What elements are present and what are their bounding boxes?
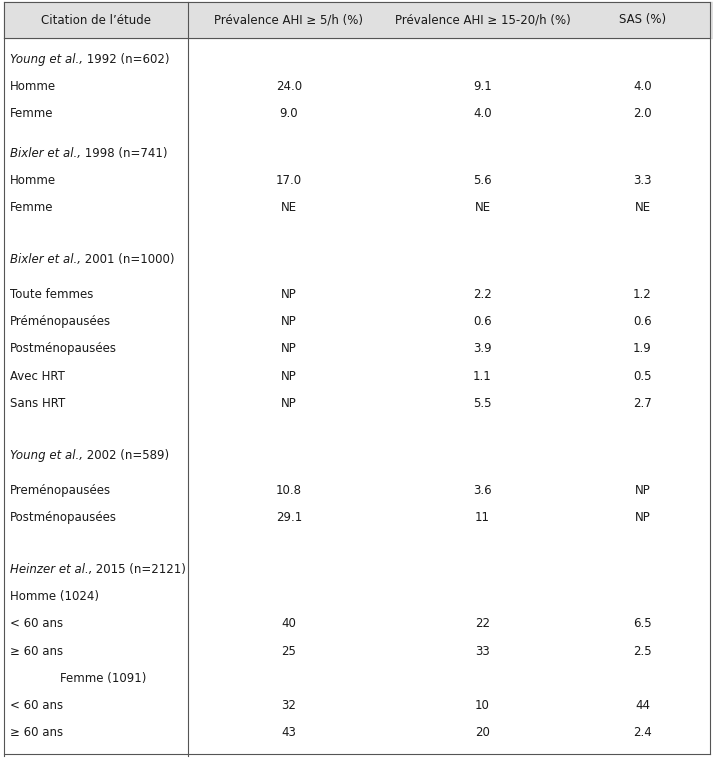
Text: Bixler et al.,: Bixler et al., [10, 147, 81, 160]
Text: 0.6: 0.6 [633, 315, 652, 328]
Text: NP: NP [281, 369, 297, 383]
Text: 1992 (n=602): 1992 (n=602) [83, 52, 170, 65]
Text: 33: 33 [475, 644, 490, 657]
Text: Préménopausées: Préménopausées [10, 315, 111, 328]
Text: < 60 ans: < 60 ans [10, 699, 63, 712]
Text: ≥ 60 ans: ≥ 60 ans [10, 727, 63, 739]
Text: 3.6: 3.6 [473, 483, 492, 496]
Text: 44: 44 [635, 699, 650, 712]
Bar [4, 2, 713, 38]
Text: 2.0: 2.0 [633, 107, 652, 120]
Text: 11: 11 [475, 511, 490, 524]
Text: Femme (1091): Femme (1091) [60, 672, 146, 685]
Text: Young et al.,: Young et al., [10, 449, 83, 462]
Text: 24.0: 24.0 [276, 80, 302, 93]
Text: 4.0: 4.0 [473, 107, 492, 120]
Text: 10: 10 [475, 699, 490, 712]
Text: NE: NE [635, 201, 650, 214]
Text: SAS (%): SAS (%) [619, 14, 666, 27]
Text: 1.2: 1.2 [633, 288, 652, 301]
Text: 4.0: 4.0 [633, 80, 652, 93]
Text: Homme: Homme [10, 80, 56, 93]
Text: 0.6: 0.6 [473, 315, 492, 328]
Text: ≥ 60 ans: ≥ 60 ans [10, 644, 63, 657]
Text: NP: NP [635, 511, 650, 524]
Text: Heinzer et al.,: Heinzer et al., [10, 563, 93, 576]
Text: Avec HRT: Avec HRT [10, 369, 65, 383]
Text: Homme: Homme [10, 174, 56, 187]
Text: Femme: Femme [10, 201, 53, 214]
Text: Postménopausées: Postménopausées [10, 511, 117, 524]
Text: 10.8: 10.8 [276, 483, 302, 496]
Text: Homme (1024): Homme (1024) [10, 591, 99, 603]
Text: 43: 43 [282, 727, 297, 739]
Text: 5.5: 5.5 [473, 397, 492, 410]
Text: NP: NP [281, 288, 297, 301]
Text: Prévalence AHI ≥ 15-20/h (%): Prévalence AHI ≥ 15-20/h (%) [394, 14, 570, 27]
Text: 3.3: 3.3 [633, 174, 652, 187]
Text: 32: 32 [282, 699, 297, 712]
Text: NP: NP [281, 343, 297, 356]
Text: 1998 (n=741): 1998 (n=741) [81, 147, 168, 160]
Text: Prévalence AHI ≥ 5/h (%): Prévalence AHI ≥ 5/h (%) [215, 14, 364, 27]
Text: 0.5: 0.5 [633, 369, 652, 383]
Text: NE: NE [474, 201, 491, 214]
Text: Preménopausées: Preménopausées [10, 483, 111, 496]
Text: 3.9: 3.9 [473, 343, 492, 356]
Text: Bixler et al.,: Bixler et al., [10, 253, 81, 266]
Text: Postménopausées: Postménopausées [10, 343, 117, 356]
Text: NP: NP [281, 315, 297, 328]
Text: 2.5: 2.5 [633, 644, 652, 657]
Text: 2.2: 2.2 [473, 288, 492, 301]
Text: 22: 22 [475, 617, 490, 631]
Text: 1.1: 1.1 [473, 369, 492, 383]
Text: 9.1: 9.1 [473, 80, 492, 93]
Text: 5.6: 5.6 [473, 174, 492, 187]
Text: < 60 ans: < 60 ans [10, 617, 63, 631]
Text: Sans HRT: Sans HRT [10, 397, 66, 410]
Text: 9.0: 9.0 [279, 107, 298, 120]
Text: NP: NP [281, 397, 297, 410]
Text: NE: NE [281, 201, 297, 214]
Text: 2001 (n=1000): 2001 (n=1000) [81, 253, 175, 266]
Text: NP: NP [635, 483, 650, 496]
Text: 2.7: 2.7 [633, 397, 652, 410]
Text: 2.4: 2.4 [633, 727, 652, 739]
Text: 6.5: 6.5 [633, 617, 652, 631]
Text: Femme: Femme [10, 107, 53, 120]
Text: 20: 20 [475, 727, 490, 739]
Text: 25: 25 [282, 644, 297, 657]
Text: 2002 (n=589): 2002 (n=589) [83, 449, 169, 462]
Text: Citation de l’étude: Citation de l’étude [41, 14, 151, 27]
Text: 17.0: 17.0 [276, 174, 302, 187]
Text: 1.9: 1.9 [633, 343, 652, 356]
Text: 29.1: 29.1 [276, 511, 302, 524]
Text: 2015 (n=2121): 2015 (n=2121) [93, 563, 186, 576]
Text: 40: 40 [282, 617, 297, 631]
Text: Young et al.,: Young et al., [10, 52, 83, 65]
Text: Toute femmes: Toute femmes [10, 288, 93, 301]
